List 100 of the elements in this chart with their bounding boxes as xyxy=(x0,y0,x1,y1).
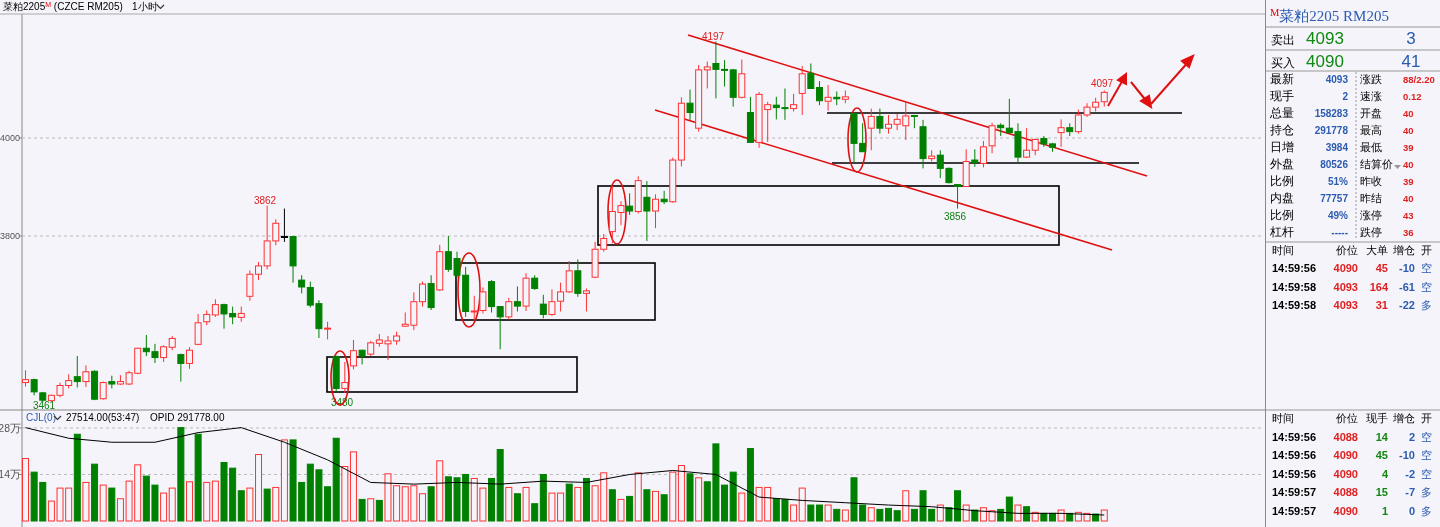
candlestick xyxy=(703,61,711,89)
bar xyxy=(82,481,90,522)
text: 比例 xyxy=(1270,175,1294,187)
text: 4093 xyxy=(1325,74,1349,85)
bar xyxy=(1057,509,1065,522)
text: 4 xyxy=(1381,467,1389,480)
candlestick xyxy=(358,349,366,365)
bar xyxy=(505,486,513,522)
bar xyxy=(824,504,832,522)
bar xyxy=(22,458,30,522)
candlestick xyxy=(1023,127,1031,159)
bar xyxy=(263,488,271,522)
text: 36 xyxy=(1403,227,1414,238)
candlestick xyxy=(565,260,573,294)
text: 日增 xyxy=(1270,141,1294,153)
text: 杠杆 xyxy=(1269,226,1294,238)
bar xyxy=(168,487,176,522)
text: 41 xyxy=(1401,51,1421,71)
text: -61 xyxy=(1399,280,1415,293)
text: 速涨 xyxy=(1360,90,1382,102)
bar xyxy=(867,507,875,522)
text: $^{M}$菜粕2205 RM205 xyxy=(1270,6,1389,24)
candlestick xyxy=(349,339,357,370)
bar xyxy=(738,492,746,522)
text: 空 xyxy=(1421,467,1432,480)
bar xyxy=(272,486,280,522)
text: 开 xyxy=(1421,412,1432,424)
annotation: 27514.00(53:47) xyxy=(66,412,140,423)
annotation: 3461 xyxy=(32,400,56,411)
bar xyxy=(1100,509,1108,522)
bar xyxy=(643,489,651,522)
text: 增仓 xyxy=(1392,412,1415,424)
bar xyxy=(211,480,219,522)
candlestick xyxy=(73,355,81,388)
bar xyxy=(841,509,849,522)
bar xyxy=(608,489,616,522)
candlestick xyxy=(660,190,668,205)
text: 内盘 xyxy=(1270,192,1294,204)
text: 最新 xyxy=(1270,72,1294,85)
text: 45 xyxy=(1375,449,1388,462)
candlestick xyxy=(867,108,875,151)
bar xyxy=(349,451,357,522)
text: 4088 xyxy=(1333,430,1358,443)
text: 4093 xyxy=(1333,298,1358,311)
candlestick xyxy=(738,59,746,99)
candlestick xyxy=(539,294,547,319)
text: ----- xyxy=(1331,227,1348,238)
candlestick xyxy=(574,259,582,298)
text: 14:59:58 xyxy=(1272,298,1317,311)
bar xyxy=(358,498,366,522)
text: 大单 xyxy=(1366,244,1388,256)
bar xyxy=(902,490,910,522)
bar xyxy=(496,449,504,522)
bar xyxy=(798,487,806,522)
text: 现手 xyxy=(1366,412,1388,424)
bar xyxy=(626,495,634,522)
text: 49% xyxy=(1327,210,1349,221)
text: 51% xyxy=(1327,176,1349,187)
annotation: CJL(0) xyxy=(26,412,57,423)
bar xyxy=(634,472,642,522)
text: 外盘 xyxy=(1270,158,1294,170)
bar xyxy=(203,481,211,522)
text: 空 xyxy=(1421,430,1432,443)
candlestick xyxy=(643,180,651,242)
candlestick xyxy=(582,287,590,312)
text: 空 xyxy=(1421,280,1432,293)
bar xyxy=(522,486,530,522)
bar xyxy=(962,504,970,522)
bar xyxy=(194,433,202,522)
bar xyxy=(695,477,703,522)
candlestick xyxy=(652,193,660,229)
bar xyxy=(669,471,677,522)
candlestick xyxy=(505,297,513,320)
bar xyxy=(729,471,737,522)
text: 买入 xyxy=(1271,55,1295,70)
bar xyxy=(936,504,944,522)
annotation: OPID 291778.00 xyxy=(150,412,225,423)
text: -10 xyxy=(1399,262,1415,275)
text: 增仓 xyxy=(1392,244,1415,256)
text: 158283 xyxy=(1314,108,1349,119)
text: 跌停 xyxy=(1360,226,1382,238)
bar xyxy=(99,484,107,522)
text: 43 xyxy=(1403,210,1414,221)
bar xyxy=(539,473,547,522)
text: 4090 xyxy=(1333,505,1358,517)
text: 昨收 xyxy=(1360,175,1382,187)
text: 14:59:56 xyxy=(1272,430,1317,443)
text: 2 xyxy=(1342,91,1349,102)
candlestick xyxy=(177,353,185,383)
text: -10 xyxy=(1399,449,1415,462)
bar xyxy=(488,477,496,522)
text: 40 xyxy=(1403,159,1414,170)
text: 14:59:57 xyxy=(1272,486,1317,499)
text: 45 xyxy=(1375,262,1388,275)
annotation: 3856 xyxy=(943,211,967,222)
text: 14:59:56 xyxy=(1272,449,1317,462)
text: 多 xyxy=(1421,505,1432,517)
bar xyxy=(341,466,349,522)
text: 最低 xyxy=(1360,141,1382,153)
text: 164 xyxy=(1369,280,1389,293)
